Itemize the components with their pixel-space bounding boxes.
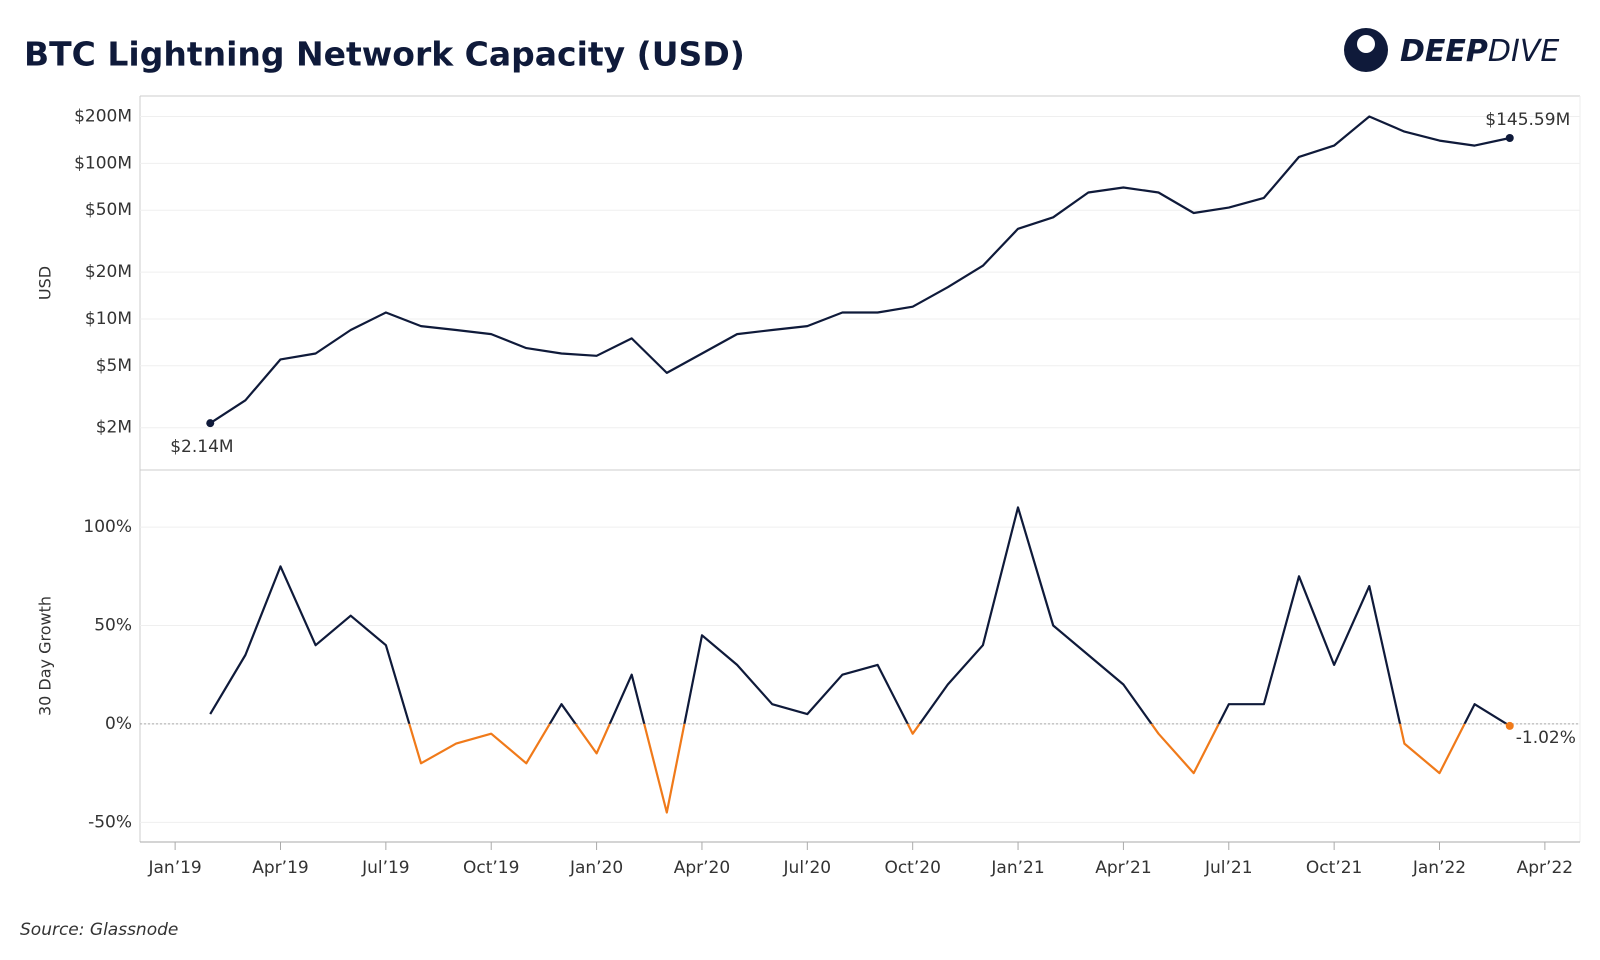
logo-light: DIVE: [1488, 34, 1559, 69]
x-tick-label: Apr’19: [252, 858, 308, 878]
x-tick-label: Jan’21: [990, 858, 1044, 878]
data-label: $2.14M: [170, 437, 233, 457]
x-tick-label: Apr’20: [674, 858, 730, 878]
logo-text: DEEPDIVE: [1400, 34, 1559, 69]
y-axis-title: USD: [36, 266, 55, 300]
series-line-negative: [408, 723, 1511, 814]
x-tick-label: Jul’20: [783, 858, 832, 878]
y-tick-label: $10M: [85, 309, 132, 329]
y-tick-label: 50%: [94, 615, 132, 635]
x-tick-label: Apr’21: [1095, 858, 1151, 878]
x-tick-label: Jul’19: [361, 858, 410, 878]
y-tick-label: $200M: [74, 107, 132, 127]
logo-icon-window: [1357, 35, 1375, 53]
logo-bold: DEEP: [1400, 34, 1488, 69]
end-point: [1505, 133, 1514, 142]
x-tick-label: Apr’22: [1517, 858, 1573, 878]
series-line: [209, 506, 1509, 724]
y-tick-label: $100M: [74, 153, 132, 173]
y-tick-label: $50M: [85, 200, 132, 220]
chart-title: BTC Lightning Network Capacity (USD): [24, 35, 745, 74]
y-tick-label: 0%: [105, 714, 132, 734]
logo: DEEPDIVE: [1344, 28, 1559, 72]
data-label: -1.02%: [1516, 728, 1576, 748]
end-point: [1505, 721, 1514, 730]
y-tick-label: $2M: [96, 418, 132, 438]
x-tick-label: Jan’22: [1412, 858, 1466, 878]
x-tick-label: Oct’20: [884, 858, 940, 878]
end-point: [206, 419, 215, 428]
x-tick-label: Jan’20: [569, 858, 623, 878]
y-tick-label: $5M: [96, 356, 132, 376]
x-tick-label: Jul’21: [1204, 858, 1253, 878]
x-tick-label: Jan’19: [147, 858, 201, 878]
y-tick-label: $20M: [85, 262, 132, 282]
data-label: $145.59M: [1485, 110, 1570, 130]
y-tick-label: 100%: [83, 517, 132, 537]
source: Source: Glassnode: [20, 920, 178, 940]
x-tick-label: Oct’21: [1306, 858, 1362, 878]
y-tick-label: -50%: [88, 812, 132, 832]
series-line: [209, 115, 1511, 425]
y-axis-title: 30 Day Growth: [36, 596, 55, 716]
x-tick-label: Oct’19: [463, 858, 519, 878]
